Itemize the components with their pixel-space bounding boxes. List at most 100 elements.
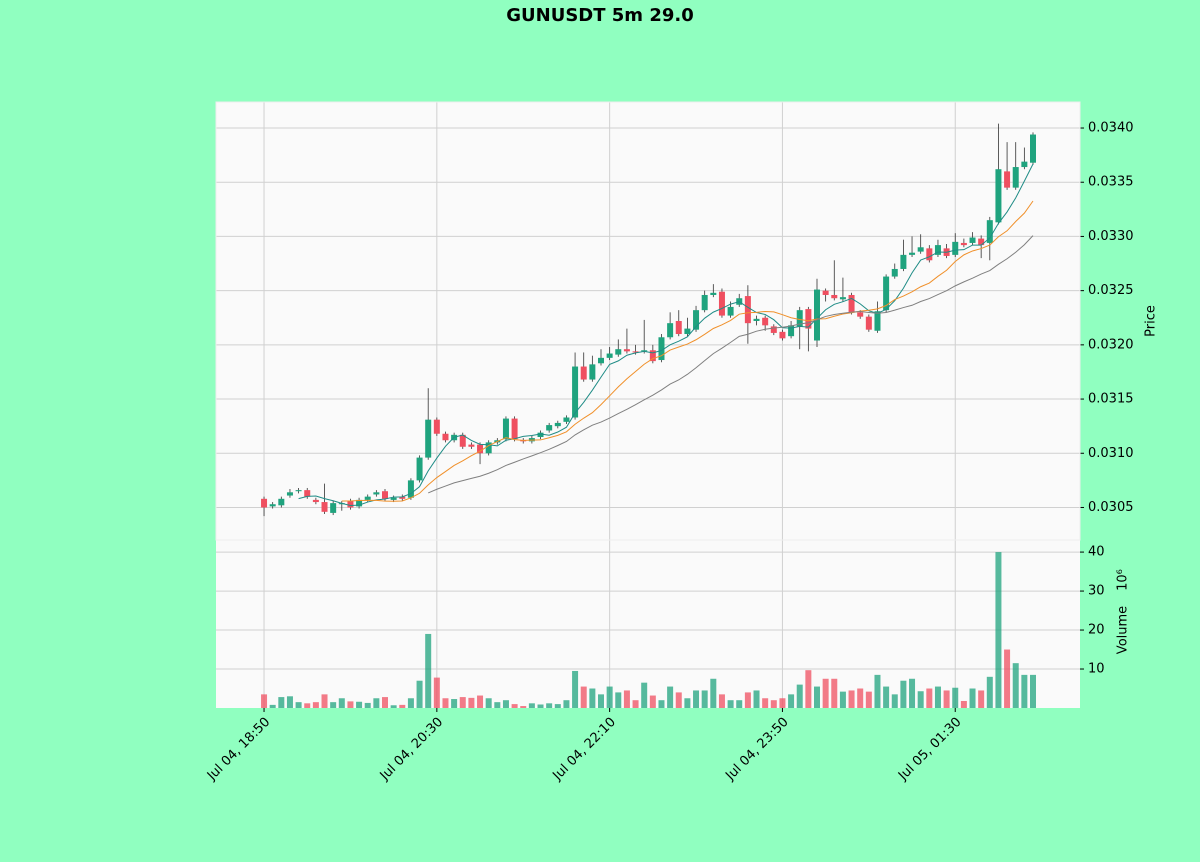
y2-tick-label: 10 [1088, 662, 1105, 677]
volume-bar [684, 698, 691, 708]
moving-average [428, 235, 1034, 494]
candle-body [615, 349, 622, 355]
candle-body [675, 321, 682, 335]
candle-body [805, 309, 812, 329]
candle-body [295, 490, 302, 492]
volume-bar [606, 686, 613, 708]
y-tick-label: 0.0330 [1088, 229, 1134, 244]
candle-body [788, 325, 795, 337]
y2-tick-label: 20 [1088, 623, 1105, 638]
candle-body [442, 433, 449, 441]
candle-body [373, 492, 380, 495]
candle-body [580, 366, 587, 380]
candle-body [718, 291, 725, 316]
volume-bar [796, 684, 803, 708]
volume-bar [693, 690, 700, 708]
volume-bar [822, 678, 829, 708]
candle-body [978, 238, 985, 246]
volume-bar [407, 698, 414, 708]
candle-body [900, 254, 907, 269]
candle-body [347, 500, 354, 508]
volume-bar [477, 695, 484, 708]
volume-bar [736, 700, 743, 708]
candle-body [537, 432, 544, 438]
candle-body [762, 317, 769, 326]
volume-bar [839, 691, 846, 708]
volume-bar [753, 690, 760, 708]
volume-bar [381, 697, 388, 708]
candle-body [952, 241, 959, 255]
volume-bar [572, 670, 579, 708]
price-panel [216, 102, 1080, 540]
candle-body [632, 351, 639, 353]
volume-bar [459, 697, 466, 708]
volume-bar [727, 700, 734, 708]
volume-bar [295, 702, 302, 708]
volume-bar [615, 692, 622, 708]
candle-body [356, 499, 363, 507]
candle-body [839, 297, 846, 300]
volume-bar [554, 704, 561, 708]
candle-body [511, 418, 518, 440]
chart-title: GUNUSDT 5m 29.0 [506, 5, 693, 26]
volume-bar [675, 692, 682, 708]
candle-body [407, 480, 414, 498]
volume-bar [468, 697, 475, 708]
candle-body [269, 504, 276, 507]
volume-bar [364, 702, 371, 708]
candle-body [995, 169, 1002, 223]
candle-body [459, 434, 466, 447]
candle-body [502, 418, 509, 440]
candle-body [770, 326, 777, 333]
volume-bar [338, 698, 345, 708]
volume-bar [623, 690, 630, 708]
volume-bar [261, 694, 268, 708]
volume-bar [710, 678, 717, 708]
volume-bar [934, 686, 941, 708]
candle-body [1029, 134, 1036, 163]
volume-bar [537, 704, 544, 708]
volume-bar [399, 704, 406, 708]
volume-bar [520, 706, 527, 708]
volume-bar [762, 698, 769, 708]
candle-body [917, 247, 924, 252]
volume-bar [589, 688, 596, 708]
volume-bar [779, 698, 786, 708]
volume-bar [658, 700, 665, 708]
candle-body [883, 276, 890, 311]
volume-bar [883, 686, 890, 708]
y-tick-label: 0.0315 [1088, 392, 1134, 407]
volume-bar [943, 690, 950, 708]
candle-body [261, 498, 268, 508]
volume-bar [1004, 649, 1011, 708]
candle-body [727, 306, 734, 316]
volume-bar [718, 694, 725, 708]
candle-body [330, 503, 337, 513]
candle-body [425, 419, 432, 458]
candle-body [822, 290, 829, 295]
volume-bar [416, 680, 423, 708]
volume-bar [278, 697, 285, 708]
volume-bar [926, 688, 933, 708]
volume-bar [701, 690, 708, 708]
volume-axis-label: Volume [1116, 606, 1131, 654]
volume-bar [321, 694, 328, 708]
candle-body [390, 497, 397, 500]
y-tick-label: 0.0305 [1088, 500, 1134, 515]
candle-body [399, 496, 406, 499]
candle-body [563, 417, 570, 422]
y-tick-label: 0.0335 [1088, 175, 1134, 190]
candle-body [813, 289, 820, 341]
volume-bar [874, 674, 881, 708]
volume-bar [563, 700, 570, 708]
volume-bar [597, 694, 604, 708]
volume-bar [347, 701, 354, 708]
volume-bar [373, 698, 380, 708]
candle-body [554, 422, 561, 427]
candle-body [416, 457, 423, 481]
moving-average [341, 200, 1034, 502]
volume-bar [805, 670, 812, 708]
candle-body [934, 245, 941, 255]
